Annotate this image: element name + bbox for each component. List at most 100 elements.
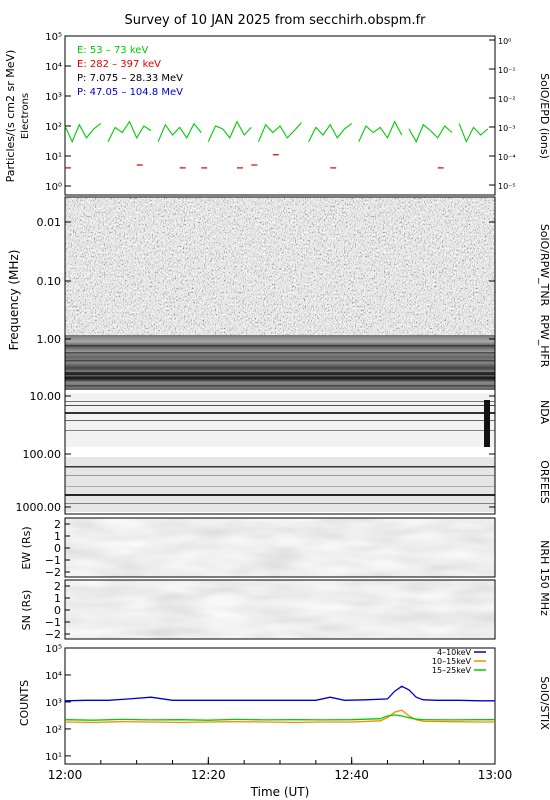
hfr-right-label: RPW_HFR [538,315,550,368]
stix-legend-entry: 15–25keV [432,666,472,675]
x-axis-label: Time (UT) [250,785,310,799]
epd-ytick-label: 10³ [45,92,62,103]
nrh-ew-ytick-label: 0 [54,542,61,555]
nrh-sn-ytick-label: 2 [54,580,61,593]
hfr-spectrogram [65,335,495,390]
nda-band-line [65,401,495,402]
stix-series-2-line [64,714,495,721]
orfees-band-line [65,503,495,504]
epd-series-0-segment [64,123,102,144]
orfees-band-line [65,494,495,496]
nrh-ew-ylabel: EW (Rs) [20,526,33,569]
stix-ytick-label: 10² [45,725,62,736]
epd-ytick-label: 10² [45,122,62,133]
epd-series-0-segment [257,122,302,142]
nrh-ew-image [65,518,495,577]
hfr-band-line [65,372,495,375]
epd-series-0-segment [408,123,453,143]
rpw-ytick-label: 1.00 [37,333,62,346]
epd-right-tick-label: 10⁻⁵ [498,182,516,191]
nrh-ew-ytick-label: −1 [45,554,61,567]
nrh-sn-ytick-label: −1 [45,616,61,629]
stix-ytick-label: 10¹ [45,752,62,763]
epd-right-tick-label: 10⁰ [498,37,511,46]
stix-legend-entry: 4–10keV [437,648,472,657]
epd-series-0-segment [107,120,152,142]
epd-series-0-segment [207,120,252,142]
epd-series-0-segment [358,120,403,142]
stix-ytick-label: 10⁵ [45,644,62,655]
epd-legend-entry: E: 282 – 397 keV [77,59,161,70]
epd-ytick-label: 10⁴ [45,62,62,73]
nda-band-line [65,405,495,406]
x-axis: 12:00 12:20 12:40 13:00 [48,757,513,782]
nda-burst [484,400,490,447]
rpw-ylabel: Frequency (MHz) [7,250,21,351]
epd-series-0-segment [157,122,202,142]
epd-frame [64,35,496,196]
nrh-sn-image [65,580,495,639]
nrh-sn-ytick-label: 0 [54,604,61,617]
stix-frame [64,647,496,765]
x-tick-label: 13:00 [478,768,513,782]
epd-ytick-label: 10¹ [45,152,62,163]
rpw-ytick-label: 10.00 [30,390,62,403]
epd-right-tick-label: 10⁻¹ [498,66,516,75]
epd-legend-entry: P: 47.05 – 104.8 MeV [77,87,183,98]
stix-legend-entry: 10–15keV [432,657,472,666]
epd-ytick-label: 10⁵ [45,32,62,43]
x-tick-label: 12:40 [334,768,369,782]
nrh-ew-ytick-label: 2 [54,518,61,531]
stix-ylabel: COUNTS [18,680,31,726]
epd-legend-entry: E: 53 – 73 keV [77,45,148,56]
epd-right-tick-label: 10⁻⁴ [498,153,516,162]
stix-ytick-label: 10³ [45,698,62,709]
epd-series-0-segment [458,123,489,144]
hfr-band-line [65,379,495,381]
stix-series-0-line [64,685,495,702]
hfr-band-line [65,385,495,387]
rpw-ytick-label: 0.01 [37,216,62,229]
epd-right-tick-label: 10⁻³ [498,124,516,133]
orfees-band-line [65,486,495,487]
epd-ytick-label: 10⁰ [45,182,62,193]
nrh-sn-ylabel: SN (Rs) [20,590,33,631]
nda-band-line [65,412,495,414]
chart-title: Survey of 10 JAN 2025 from secchirh.obsp… [125,13,427,28]
nrh-sn-ytick-label: 1 [54,592,61,605]
nrh-ew-ytick-label: −2 [45,566,61,579]
nda-band-line [65,430,495,431]
epd-right-label: SolO/EPD (ions) [538,73,550,159]
hfr-band-line [65,352,495,354]
tnr-right-label: SolO/RPW_TNR [538,224,550,307]
hfr-band-line [65,360,495,362]
stix-series-1-line [64,709,495,724]
spectrogram-frame [64,196,496,515]
epd-panel: E: 53 – 73 keV E: 282 – 397 keV P: 7.075 –… [4,32,550,196]
stix-right-label: SolO/STIX [538,676,550,730]
orfees-band-line [65,475,495,476]
epd-series-0-segment [308,123,353,142]
orfees-right-label: ORFEES [538,460,550,504]
rpw-ytick-label: 100.00 [23,448,62,461]
epd-legend-entry: P: 7.075 – 28.33 MeV [77,73,183,84]
rpw-ytick-label: 0.10 [37,275,62,288]
nrh-ew-ytick-label: 1 [54,530,61,543]
x-tick-label: 12:20 [191,768,226,782]
orfees-band-line [65,466,495,468]
nrh-right-label: NRH 150 MHz [538,540,550,616]
epd-ylabel: Particles/(s cm2 sr MeV) [4,50,17,183]
nrh-sn-ytick-label: −2 [45,628,61,641]
hfr-band-line [65,345,495,347]
tnr-spectrogram [65,197,495,335]
epd-right-tick-label: 10⁻² [498,95,516,104]
epd-ylabel-sub: Electrons [20,93,31,139]
stix-ytick-label: 10⁴ [45,671,62,682]
nda-right-label: NDA [538,400,550,425]
nda-band-line [65,420,495,421]
rpw-ytick-label: 1000.00 [16,501,62,514]
